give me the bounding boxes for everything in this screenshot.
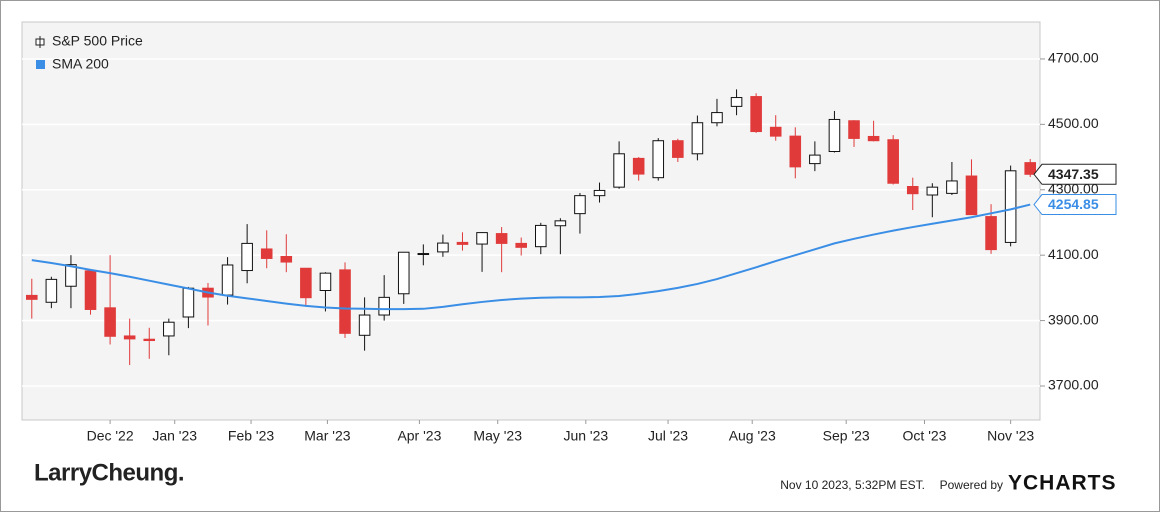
candle-body: [319, 272, 332, 291]
candle-body: [985, 216, 997, 251]
y-tick-label: 4100.00: [1048, 246, 1099, 262]
candle-body: [378, 296, 390, 316]
candle-body: [84, 270, 97, 310]
y-tick-label: 3900.00: [1048, 311, 1099, 327]
candle-body: [358, 314, 371, 336]
candle-body: [593, 189, 606, 197]
candle-body: [672, 140, 684, 158]
candle-body: [535, 224, 547, 248]
candle-body: [437, 242, 449, 253]
candle-body: [906, 185, 919, 195]
candle-body: [750, 96, 762, 133]
candle-body: [711, 112, 723, 124]
y-tick-label: 4700.00: [1048, 50, 1099, 66]
candle-body: [965, 175, 978, 216]
candle-body: [515, 242, 527, 248]
candle-body: [397, 251, 410, 295]
candle-body: [104, 307, 116, 337]
candle-body: [65, 264, 77, 287]
x-tick-label: Mar '23: [304, 428, 350, 444]
candle-body: [926, 186, 939, 196]
candle-body: [652, 140, 665, 179]
candle-body: [1004, 170, 1017, 243]
candle-body: [456, 241, 469, 245]
provider-logo: YCHARTS: [1008, 472, 1117, 495]
candle-body: [280, 255, 293, 263]
timestamp: Nov 10 2023, 5:32PM EST.: [780, 478, 925, 492]
x-tick-label: Apr '23: [397, 428, 441, 444]
candle-body: [632, 157, 645, 175]
candle-body: [828, 118, 841, 153]
candle-body: [163, 321, 175, 337]
candle-body: [887, 139, 899, 184]
x-tick-label: May '23: [473, 428, 522, 444]
x-tick-label: Feb '23: [228, 428, 274, 444]
x-tick-label: Dec '22: [87, 428, 134, 444]
legend-label: SMA 200: [52, 56, 109, 72]
candle-body: [476, 232, 488, 245]
candle-body: [691, 122, 704, 155]
candle-body: [300, 267, 312, 299]
last-value-box: [1033, 163, 1117, 185]
candle-body: [554, 220, 567, 227]
brand: LarryCheung.: [34, 459, 184, 486]
candle-body: [574, 195, 586, 215]
candle-body: [495, 233, 508, 244]
legend-icon-line: [36, 60, 45, 69]
candle-body: [339, 269, 351, 334]
candle-body: [417, 253, 430, 256]
last-value-box: [1033, 194, 1117, 216]
candle-body: [789, 135, 802, 168]
candle-body: [221, 264, 234, 296]
legend-label: S&P 500 Price: [52, 33, 143, 49]
candle-body: [867, 135, 880, 142]
x-tick-label: Jun '23: [563, 428, 608, 444]
y-tick-label: 3700.00: [1048, 377, 1099, 393]
candle-body: [946, 180, 958, 194]
y-tick-label: 4500.00: [1048, 115, 1099, 131]
candle-body: [45, 278, 58, 303]
x-tick-label: Jan '23: [152, 428, 197, 444]
candle-body: [848, 120, 860, 139]
plot-area: [21, 21, 1041, 421]
candle-body: [1024, 162, 1036, 175]
x-tick-label: Aug '23: [729, 428, 776, 444]
candle-body: [769, 126, 782, 137]
candle-body: [613, 153, 625, 188]
candle-body: [260, 248, 273, 259]
legend-icon-candle: [35, 36, 45, 48]
last-value-label: 4254.85: [1048, 196, 1099, 212]
x-tick-label: Oct '23: [903, 428, 947, 444]
sma-line: [31, 203, 1031, 311]
x-tick-label: Sep '23: [823, 428, 870, 444]
candle-body: [809, 154, 821, 165]
x-tick-label: Nov '23: [987, 428, 1034, 444]
candle-body: [26, 294, 38, 300]
candle-body: [730, 97, 743, 107]
powered-by: Powered by: [940, 478, 1003, 492]
candle-body: [123, 335, 136, 340]
candle-body: [182, 287, 195, 318]
x-tick-label: Jul '23: [648, 428, 688, 444]
last-value-label: 4347.35: [1048, 166, 1099, 182]
candle-body: [143, 338, 156, 342]
candle-body: [241, 242, 253, 272]
